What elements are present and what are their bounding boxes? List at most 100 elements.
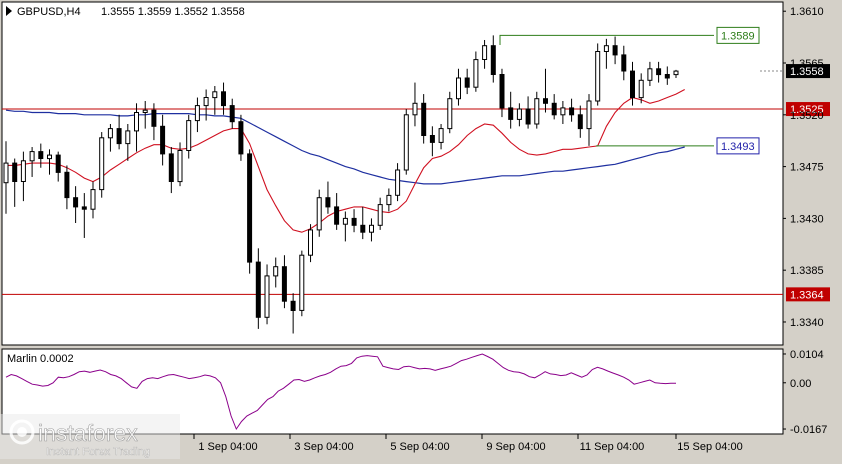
triangle-icon [6,6,12,16]
price-panel[interactable] [1,1,784,346]
candle [299,250,305,317]
candle [160,114,166,166]
candle-body [386,194,392,206]
candle [386,188,392,212]
candle-body [612,45,618,56]
marker-lines-layer: 1.3589 1.3493 1.3558 [499,26,830,155]
candle [229,98,235,129]
candle [281,255,287,309]
candle-body [621,54,627,72]
candle [369,218,374,242]
y-tick-label: 1.3610 [790,6,824,18]
candle [551,94,557,120]
candle [194,97,200,133]
candle-body [543,98,548,104]
candle-body [447,98,453,130]
candle [3,141,9,214]
candle-body [229,105,235,123]
candle [499,68,505,118]
candle [107,124,113,152]
candle-body [577,114,583,130]
hline-price-label: 1.3364 [790,289,824,301]
candle [638,73,644,104]
candle [290,293,296,334]
candle-body [664,74,670,79]
candle [360,206,366,240]
candle [482,39,488,69]
hline-price-label: 1.3525 [790,104,824,116]
x-tick-label: 11 Sep 04:00 [580,441,645,453]
candle [403,109,409,175]
indicator-tick-label: 0.00 [790,378,811,390]
x-tick-label: 3 Sep 04:00 [294,441,353,453]
candle-body [299,254,305,311]
candle [377,197,383,230]
candle [421,94,427,144]
candle [334,193,340,230]
candle-body [264,275,270,318]
indicator-title: Marlin 0.0002 [7,353,74,365]
candle-body [273,266,279,277]
candle-body [177,150,183,183]
candle-body [516,108,522,120]
indicator-panel[interactable] [1,348,784,435]
candle-body [134,112,139,132]
indicator-tick-label: 0.0104 [790,349,824,361]
candle-body [456,77,461,100]
candle [438,124,444,150]
candle-body [360,224,366,233]
y-tick-label: 1.3340 [790,317,824,329]
horizontal-lines-layer: 1.3525 1.3364 [2,102,830,302]
candle-body [73,197,79,208]
candle [221,82,226,115]
candle-body [325,197,331,208]
symbol-label: GBPUSD,H4 [17,6,81,18]
candle-body [55,154,61,173]
candle-body [99,137,105,191]
candle [47,149,52,175]
candle-body [334,206,340,225]
candle-body [603,45,609,53]
x-tick-label: 5 Sep 04:00 [390,441,449,453]
hline-price-label-box [786,287,830,302]
candle [203,89,209,121]
candle [664,66,670,85]
candle-body [160,125,166,155]
candle [560,100,566,125]
candle [656,61,662,83]
candle-body [482,45,488,61]
candle-body [238,121,244,155]
candle-body [647,68,653,81]
candle [525,96,531,129]
candle-body [90,189,96,210]
candle [38,143,44,168]
candle-body [525,108,531,125]
candle-body [560,107,566,116]
candle [447,91,453,134]
candle [308,224,313,263]
candle-body [586,100,592,130]
instaforex-logo-icon [9,419,35,445]
candle-body [186,120,192,151]
candle [595,43,601,106]
watermark-brand: instaforex [38,420,138,446]
candle-body [551,102,557,116]
candle-body [508,107,514,120]
candle [20,151,26,202]
candle [99,132,105,198]
candle [342,211,348,242]
candle [73,186,79,223]
range-high-label: 1.3589 [721,30,755,42]
candle-body [534,98,540,125]
candle-body [656,68,662,76]
candle [142,100,148,129]
candle [12,158,18,207]
candle-body [47,154,52,160]
candle-body [281,266,287,302]
candle [508,91,514,129]
range-high-label-box [716,26,760,44]
candle-body [412,102,418,116]
candle-body [125,130,131,145]
